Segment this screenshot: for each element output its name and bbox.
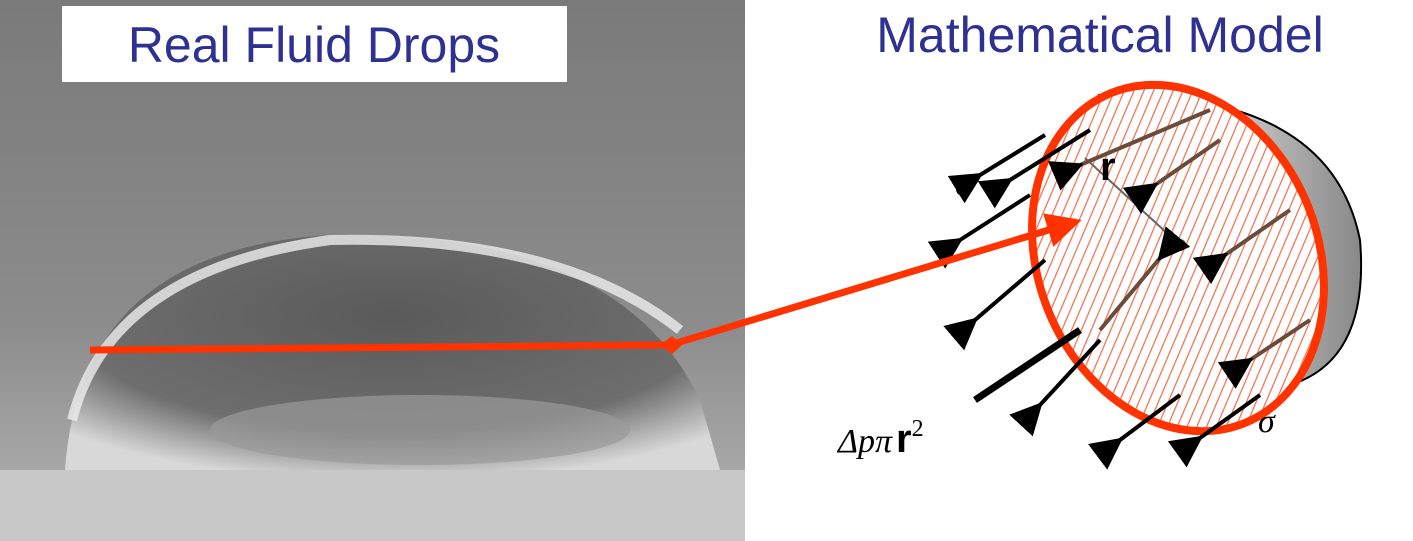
pressure-symbol: r bbox=[896, 417, 912, 461]
slide: Real Fluid Drops Mathematical Model bbox=[0, 0, 1413, 541]
sigma-label: σ bbox=[955, 166, 973, 203]
right-title: Mathematical Model bbox=[876, 7, 1323, 63]
left-title: Real Fluid Drops bbox=[128, 17, 500, 73]
pressure-exponent: 2 bbox=[912, 416, 924, 442]
pressure-prefix: Δpπ bbox=[836, 423, 893, 460]
model-drawing bbox=[960, 41, 1374, 476]
sigma-label: σ bbox=[1258, 403, 1276, 440]
radius-label: r bbox=[1100, 145, 1116, 189]
